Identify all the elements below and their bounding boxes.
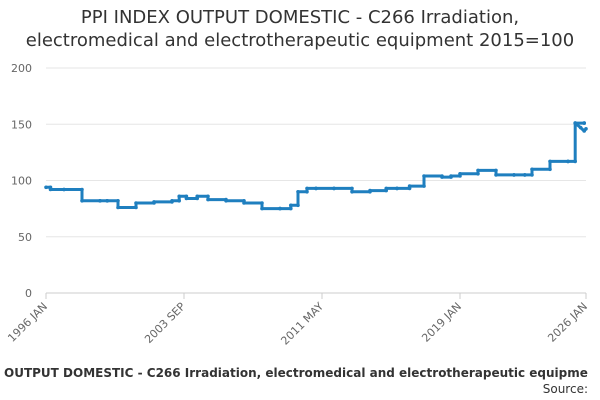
- data-point-6: [80, 199, 84, 203]
- chart-caption: OUTPUT DOMESTIC - C266 Irradiation, elec…: [4, 366, 588, 380]
- y-tick-label-100: 100: [11, 175, 32, 188]
- data-point-36: [289, 203, 293, 208]
- data-point-26: [206, 197, 210, 202]
- x-tick-label-2: 2011 MAY: [278, 300, 326, 348]
- data-point-72: [530, 167, 534, 172]
- data-point-37: [296, 203, 300, 208]
- data-point-73: [548, 167, 552, 172]
- data-point-20: [177, 194, 181, 199]
- data-point-2: [48, 187, 53, 192]
- data-point-18: [170, 199, 174, 203]
- data-point-14: [134, 201, 138, 205]
- y-tick-label-50: 50: [18, 231, 32, 244]
- data-point-74: [548, 159, 552, 164]
- x-tick-label-4: 2026 JAN: [545, 300, 590, 345]
- data-point-64: [476, 168, 480, 173]
- data-point-10: [105, 199, 109, 203]
- data-point-30: [242, 201, 246, 205]
- data-point-76: [566, 159, 570, 164]
- data-point-34: [278, 206, 282, 211]
- chart-title-line-2: electromedical and electrotherapeutic eq…: [25, 30, 575, 51]
- data-point-0: [44, 185, 48, 190]
- data-point-58: [440, 175, 444, 179]
- data-point-4: [62, 187, 66, 192]
- data-point-84: [584, 127, 588, 131]
- data-point-39: [305, 190, 309, 194]
- x-tick-label-0: 1996 JAN: [5, 300, 50, 345]
- data-point-77: [573, 159, 577, 164]
- data-point-82: [578, 125, 583, 130]
- data-point-42: [314, 186, 318, 191]
- data-point-81: [573, 121, 577, 125]
- data-point-31: [260, 201, 264, 205]
- series-line: [46, 121, 588, 211]
- x-tick-label-1: 2003 SEP: [142, 300, 188, 346]
- data-point-71: [530, 173, 534, 177]
- data-point-25: [206, 194, 210, 199]
- data-point-16: [152, 200, 156, 204]
- x-tick-label-3: 2019 JAN: [419, 300, 464, 345]
- data-point-80: [582, 121, 586, 125]
- data-point-28: [224, 199, 228, 203]
- data-point-38: [296, 190, 300, 194]
- data-point-12: [116, 205, 120, 210]
- data-point-68: [512, 173, 516, 177]
- data-point-8: [98, 199, 102, 203]
- data-point-70: [523, 173, 527, 177]
- data-point-35: [289, 206, 293, 211]
- data-point-46: [350, 190, 354, 194]
- data-point-13: [134, 205, 138, 210]
- data-point-52: [395, 186, 399, 191]
- data-point-48: [368, 188, 372, 193]
- chart-title-line-1: PPI INDEX OUTPUT DOMESTIC - C266 Irradia…: [80, 7, 520, 28]
- data-point-5: [80, 187, 84, 192]
- source-label: Source:: [542, 382, 588, 396]
- y-tick-label-0: 0: [25, 287, 32, 300]
- data-point-66: [494, 173, 498, 177]
- data-point-50: [384, 186, 389, 191]
- data-point-19: [177, 199, 181, 203]
- data-point-60: [449, 174, 453, 178]
- data-point-24: [195, 194, 199, 199]
- data-point-44: [332, 186, 336, 191]
- data-point-45: [350, 186, 354, 191]
- data-point-54: [407, 184, 412, 188]
- data-point-22: [184, 196, 189, 201]
- data-point-56: [422, 174, 426, 178]
- y-tick-label-200: 200: [11, 62, 32, 75]
- y-tick-label-150: 150: [11, 118, 32, 131]
- chart-title: PPI INDEX OUTPUT DOMESTIC - C266 Irradia…: [0, 6, 600, 52]
- data-point-32: [260, 206, 264, 211]
- data-point-40: [305, 186, 309, 191]
- data-point-55: [422, 184, 426, 188]
- data-point-62: [458, 172, 462, 176]
- data-point-65: [494, 168, 498, 173]
- data-point-11: [116, 199, 120, 203]
- data-point-63: [476, 172, 480, 176]
